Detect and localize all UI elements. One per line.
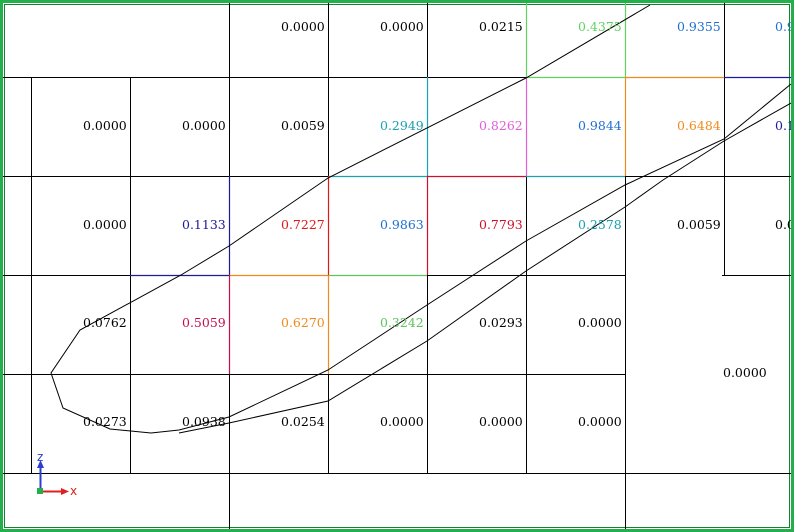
grid-lines (3, 3, 791, 529)
cell-value: 0.0000 (380, 414, 424, 429)
cell-value: 0.0000 (578, 414, 622, 429)
cell-values: 0.0000 0.0000 0.0215 0.4375 0.9355 0.9 0… (83, 19, 791, 429)
origin-marker-icon (37, 488, 43, 494)
cell-value: 0.0059 (281, 118, 325, 133)
x-axis-arrow-icon (61, 488, 69, 495)
cell-value: 0.9355 (677, 19, 721, 34)
cell-value: 0.0938 (182, 414, 226, 429)
cell-value: 0.0000 (281, 19, 325, 34)
boundary-curve (50, 4, 791, 434)
cell-value: 0.7793 (479, 217, 523, 232)
cell-value: 0.0000 (723, 365, 767, 380)
mesh-grid[interactable]: 0.0000 0.0000 0.0215 0.4375 0.9355 0.9 0… (3, 3, 791, 529)
cell-value: 0.2949 (380, 118, 424, 133)
cell-value: 0.0000 (479, 414, 523, 429)
cell-value: 0.0254 (281, 414, 325, 429)
cell-value: 0.0 (775, 217, 791, 232)
cell-value: 0.9844 (578, 118, 622, 133)
cell-value: 0.0059 (677, 217, 721, 232)
contour-edges (130, 3, 791, 374)
cell-value: 0.0215 (479, 19, 523, 34)
cell-value: 0.4375 (578, 19, 622, 34)
cell-value: 0.6484 (677, 118, 721, 133)
z-axis-arrow-icon (37, 460, 44, 468)
axis-triad: z x (37, 450, 77, 498)
cell-value: 0.3242 (380, 315, 424, 330)
cell-value: 0.0000 (83, 217, 127, 232)
cell-value: 0.9863 (380, 217, 424, 232)
cell-value: 0.0273 (83, 414, 127, 429)
cell-value: 0.2578 (578, 217, 622, 232)
cell-value: 0.9 (775, 19, 791, 34)
cell-value: 0.0293 (479, 315, 523, 330)
z-axis-label: z (37, 450, 43, 464)
cell-value: 0.0000 (380, 19, 424, 34)
cell-value: 0.7227 (281, 217, 325, 232)
cell-value: 0.1 (775, 118, 791, 133)
cell-value: 0.6270 (281, 315, 325, 330)
cell-value: 0.5059 (182, 315, 226, 330)
cell-value: 0.1133 (182, 217, 226, 232)
cell-value: 0.0762 (83, 315, 127, 330)
cell-value: 0.0000 (578, 315, 622, 330)
cell-value: 0.0000 (182, 118, 226, 133)
x-axis-label: x (70, 484, 77, 498)
cell-value: 0.8262 (479, 118, 523, 133)
cell-value: 0.0000 (83, 118, 127, 133)
